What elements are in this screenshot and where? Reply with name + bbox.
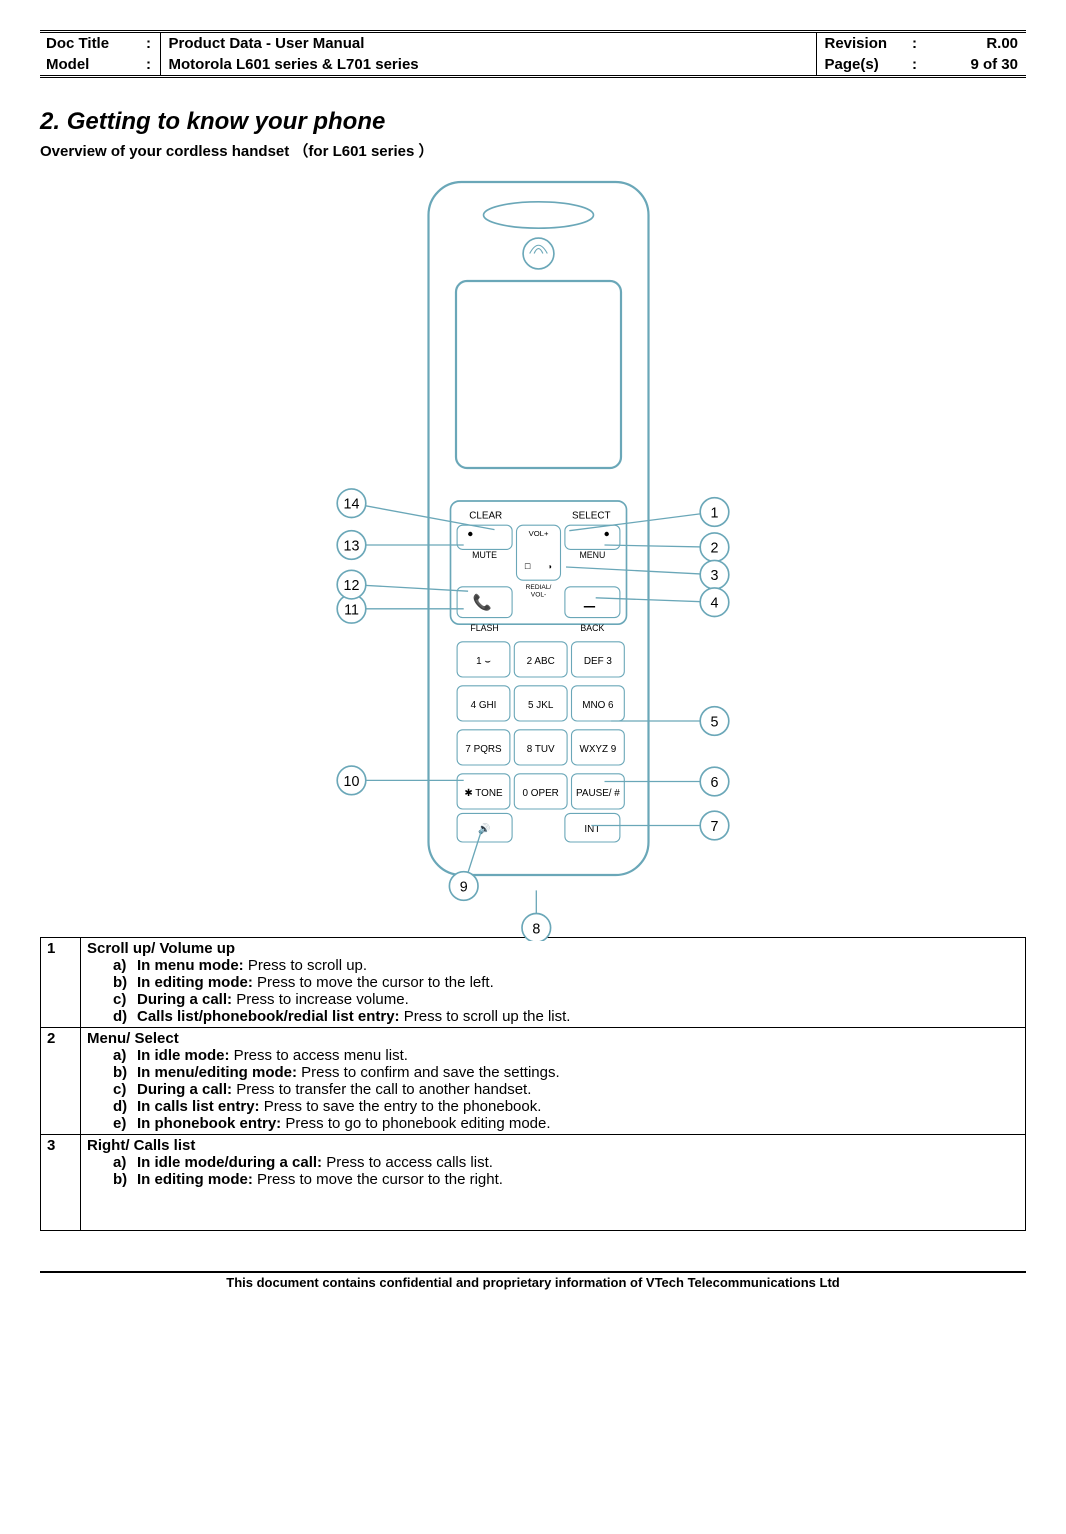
- item-number: 3: [41, 1135, 81, 1231]
- item-title: Right/ Calls list: [87, 1137, 1019, 1154]
- svg-text:6: 6: [711, 775, 719, 791]
- doc-header-table: Doc Title : Product Data - User Manual R…: [40, 30, 1026, 78]
- model-value: Motorola L601 series & L701 series: [160, 54, 816, 77]
- svg-text:VOL-: VOL-: [531, 592, 546, 599]
- svg-text:14: 14: [344, 497, 360, 513]
- model-label: Model: [40, 54, 140, 77]
- item-sub: d)Calls list/phonebook/redial list entry…: [113, 1008, 1019, 1025]
- svg-text:11: 11: [344, 602, 359, 618]
- svg-text:VOL+: VOL+: [529, 529, 549, 538]
- item-sub: a)In idle mode/during a call: Press to a…: [113, 1154, 1019, 1171]
- svg-text:WXYZ 9: WXYZ 9: [579, 744, 616, 755]
- description-table: 1Scroll up/ Volume upa)In menu mode: Pre…: [40, 937, 1026, 1231]
- item-number: 2: [41, 1028, 81, 1135]
- svg-text:✱ TONE: ✱ TONE: [464, 788, 503, 799]
- item-body: Menu/ Selecta)In idle mode: Press to acc…: [81, 1028, 1026, 1135]
- svg-text:2 ABC: 2 ABC: [527, 656, 555, 667]
- table-row: 2Menu/ Selecta)In idle mode: Press to ac…: [41, 1028, 1026, 1135]
- svg-text:MENU: MENU: [579, 550, 605, 560]
- svg-text:DEF 3: DEF 3: [584, 656, 613, 667]
- section-subhead: Overview of your cordless handset （for L…: [40, 140, 1026, 161]
- svg-text:SELECT: SELECT: [572, 511, 610, 522]
- svg-text:FLASH: FLASH: [470, 623, 498, 633]
- item-number: 1: [41, 938, 81, 1028]
- table-row: 3Right/ Calls lista)In idle mode/during …: [41, 1135, 1026, 1231]
- item-sub: e)In phonebook entry: Press to go to pho…: [113, 1115, 1019, 1132]
- item-body: Right/ Calls lista)In idle mode/during a…: [81, 1135, 1026, 1231]
- colon: :: [140, 54, 160, 77]
- item-title: Scroll up/ Volume up: [87, 940, 1019, 957]
- svg-text:REDIAL/: REDIAL/: [526, 584, 552, 591]
- item-sub: b)In menu/editing mode: Press to confirm…: [113, 1064, 1019, 1081]
- svg-text:BACK: BACK: [580, 623, 604, 633]
- svg-text:7 PQRS: 7 PQRS: [465, 744, 502, 755]
- svg-text:4 GHI: 4 GHI: [471, 700, 497, 711]
- item-sub: d)In calls list entry: Press to save the…: [113, 1098, 1019, 1115]
- section-heading: 2. Getting to know your phone: [40, 108, 1026, 136]
- svg-text:1 ⌣: 1 ⌣: [476, 656, 491, 667]
- svg-text:MNO 6: MNO 6: [582, 700, 614, 711]
- svg-text:⚊: ⚊: [583, 595, 597, 612]
- section-number: 2.: [40, 108, 60, 135]
- svg-text:12: 12: [344, 578, 360, 594]
- svg-text:☐: ☐: [524, 562, 531, 571]
- svg-text:CLEAR: CLEAR: [469, 511, 502, 522]
- colon: :: [906, 54, 926, 77]
- colon: :: [140, 32, 160, 55]
- item-sub: a)In idle mode: Press to access menu lis…: [113, 1047, 1019, 1064]
- pages-label: Page(s): [816, 54, 906, 77]
- section-title: Getting to know your phone: [67, 108, 386, 135]
- svg-text:4: 4: [711, 596, 719, 612]
- revision-value: R.00: [926, 32, 1026, 55]
- svg-text:9: 9: [460, 880, 468, 896]
- item-sub: c)During a call: Press to increase volum…: [113, 991, 1019, 1008]
- svg-text:8 TUV: 8 TUV: [527, 744, 555, 755]
- svg-text:◑: ◑: [547, 562, 552, 571]
- footer-text: This document contains confidential and …: [40, 1271, 1026, 1290]
- item-body: Scroll up/ Volume upa)In menu mode: Pres…: [81, 938, 1026, 1028]
- handset-diagram: CLEAR SELECT MUTE MENU VOL+ ☐ ◑ REDIAL/ …: [273, 171, 793, 941]
- svg-text:10: 10: [344, 774, 360, 790]
- svg-text:5 JKL: 5 JKL: [528, 700, 554, 711]
- doc-title-label: Doc Title: [40, 32, 140, 55]
- doc-title-value: Product Data - User Manual: [160, 32, 816, 55]
- item-sub: c)During a call: Press to transfer the c…: [113, 1081, 1019, 1098]
- item-sub: a)In menu mode: Press to scroll up.: [113, 957, 1019, 974]
- svg-text:1: 1: [711, 506, 719, 522]
- revision-label: Revision: [816, 32, 906, 55]
- table-row: 1Scroll up/ Volume upa)In menu mode: Pre…: [41, 938, 1026, 1028]
- svg-text:PAUSE/ #: PAUSE/ #: [576, 788, 620, 799]
- svg-text:5: 5: [711, 715, 719, 731]
- svg-text:2: 2: [711, 541, 719, 557]
- svg-text:7: 7: [711, 819, 719, 835]
- item-sub: b)In editing mode: Press to move the cur…: [113, 974, 1019, 991]
- item-sub: b)In editing mode: Press to move the cur…: [113, 1171, 1019, 1188]
- svg-text:MUTE: MUTE: [472, 550, 497, 560]
- svg-text:8: 8: [532, 921, 540, 937]
- svg-text:3: 3: [711, 568, 719, 584]
- item-title: Menu/ Select: [87, 1030, 1019, 1047]
- svg-text:0 OPER: 0 OPER: [523, 788, 559, 799]
- svg-text:📞: 📞: [473, 593, 493, 612]
- colon: :: [906, 32, 926, 55]
- svg-text:13: 13: [344, 539, 360, 555]
- pages-value: 9 of 30: [926, 54, 1026, 77]
